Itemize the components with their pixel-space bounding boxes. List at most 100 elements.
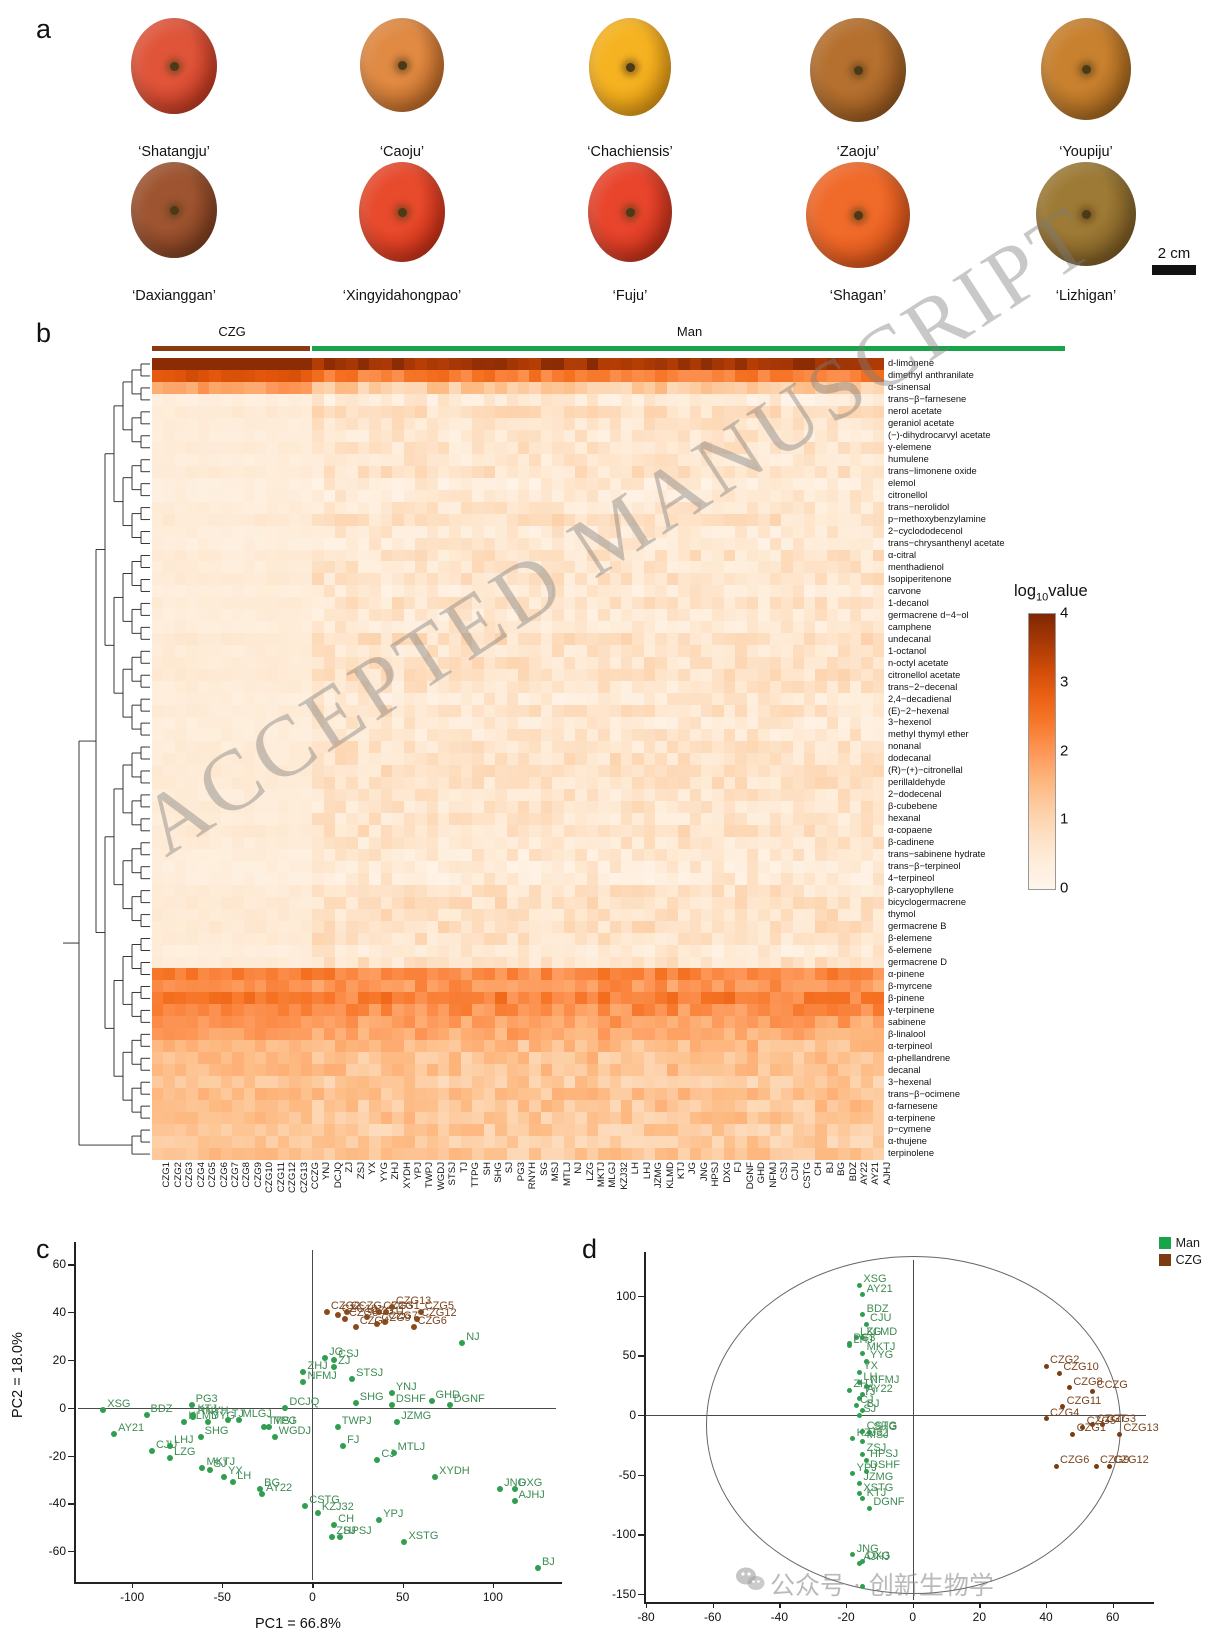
scatter-point[interactable] [846, 1343, 852, 1349]
scatter-point[interactable] [863, 1321, 869, 1327]
scatter-point[interactable] [257, 1486, 264, 1493]
scatter-point[interactable] [846, 1387, 852, 1393]
scatter-point[interactable] [1090, 1388, 1096, 1394]
scatter-point[interactable] [860, 1350, 866, 1356]
scatter-point[interactable] [1043, 1416, 1049, 1422]
scatter-point[interactable] [352, 1400, 359, 1407]
scatter-point[interactable] [860, 1451, 866, 1457]
scatter-point[interactable] [534, 1565, 541, 1572]
scatter-point[interactable] [853, 1403, 859, 1409]
scatter-point[interactable] [1043, 1363, 1049, 1369]
scatter-point[interactable] [181, 1419, 188, 1426]
scatter-point[interactable] [271, 1433, 278, 1440]
scatter-point[interactable] [459, 1340, 466, 1347]
scatter-point[interactable] [302, 1502, 309, 1509]
scatter-point[interactable] [414, 1316, 421, 1323]
scatter-point[interactable] [850, 1471, 856, 1477]
scatter-point[interactable] [856, 1560, 862, 1566]
scatter-point[interactable] [850, 1552, 856, 1558]
scatter-point[interactable] [206, 1467, 213, 1473]
scatter-point[interactable] [1066, 1385, 1072, 1391]
scatter-point[interactable] [340, 1443, 347, 1450]
scatter-point[interactable] [856, 1412, 862, 1418]
scatter-point[interactable] [381, 1318, 388, 1325]
scatter-point[interactable] [417, 1309, 424, 1316]
scatter-point[interactable] [856, 1395, 862, 1401]
scatter-point[interactable] [1056, 1370, 1062, 1376]
scatter-point[interactable] [329, 1533, 336, 1540]
scatter-point[interactable] [1080, 1424, 1086, 1430]
scatter-point[interactable] [860, 1559, 866, 1565]
scatter-point[interactable] [863, 1457, 869, 1463]
scatter-point[interactable] [300, 1368, 307, 1375]
scatter-point[interactable] [111, 1431, 118, 1438]
scatter-point[interactable] [410, 1323, 417, 1330]
scatter-point[interactable] [856, 1480, 862, 1486]
scatter-point[interactable] [1070, 1431, 1076, 1437]
scatter-point[interactable] [343, 1309, 350, 1316]
scatter-point[interactable] [376, 1309, 383, 1316]
scatter-point[interactable] [331, 1357, 338, 1363]
scatter-point[interactable] [860, 1292, 866, 1298]
scatter-point[interactable] [374, 1457, 381, 1464]
scatter-point[interactable] [497, 1486, 504, 1493]
scatter-point[interactable] [221, 1474, 228, 1481]
scatter-point[interactable] [300, 1378, 307, 1385]
scatter-point[interactable] [363, 1313, 370, 1320]
scatter-point[interactable] [1093, 1463, 1099, 1469]
scatter-point[interactable] [334, 1311, 341, 1318]
scatter-point[interactable] [100, 1407, 107, 1414]
scatter-point[interactable] [230, 1478, 237, 1485]
scatter-point[interactable] [860, 1312, 866, 1318]
scatter-point[interactable] [336, 1533, 343, 1540]
scatter-point[interactable] [860, 1429, 866, 1435]
scatter-point[interactable] [388, 1304, 395, 1311]
scatter-point[interactable] [860, 1438, 866, 1444]
scatter-point[interactable] [224, 1416, 231, 1423]
scatter-point[interactable] [401, 1538, 408, 1545]
scatter-point[interactable] [383, 1309, 390, 1316]
scatter-point[interactable] [866, 1505, 872, 1511]
scatter-point[interactable] [1100, 1422, 1106, 1428]
scatter-point[interactable] [860, 1584, 866, 1590]
scatter-point[interactable] [863, 1468, 869, 1474]
scatter-point[interactable] [863, 1358, 869, 1364]
scatter-point[interactable] [856, 1491, 862, 1497]
scatter-point[interactable] [388, 1402, 395, 1409]
scatter-point[interactable] [394, 1419, 401, 1426]
scatter-point[interactable] [199, 1464, 206, 1471]
scatter-point[interactable] [446, 1402, 453, 1409]
scatter-point[interactable] [856, 1380, 862, 1386]
scatter-point[interactable] [331, 1522, 338, 1528]
scatter-point[interactable] [376, 1517, 383, 1524]
scatter-point[interactable] [856, 1369, 862, 1375]
scatter-point[interactable] [235, 1416, 242, 1423]
scatter-point[interactable] [511, 1498, 518, 1505]
scatter-point[interactable] [204, 1419, 211, 1426]
scatter-point[interactable] [390, 1450, 397, 1457]
scatter-point[interactable] [1106, 1463, 1112, 1469]
scatter-point[interactable] [388, 1390, 395, 1397]
scatter-point[interactable] [374, 1321, 381, 1328]
scatter-point[interactable] [148, 1447, 155, 1454]
scatter-point[interactable] [860, 1496, 866, 1502]
scatter-point[interactable] [334, 1423, 341, 1430]
scatter-point[interactable] [323, 1309, 330, 1316]
scatter-point[interactable] [166, 1443, 173, 1450]
scatter-point[interactable] [850, 1436, 856, 1442]
scatter-point[interactable] [352, 1323, 359, 1330]
scatter-point[interactable] [322, 1354, 329, 1361]
scatter-point[interactable] [1090, 1422, 1096, 1428]
scatter-point[interactable] [190, 1414, 197, 1421]
scatter-point[interactable] [860, 1392, 866, 1398]
scatter-point[interactable] [428, 1397, 435, 1404]
scatter-point[interactable] [432, 1474, 439, 1481]
scatter-point[interactable] [349, 1376, 356, 1383]
scatter-point[interactable] [860, 1407, 866, 1413]
scatter-point[interactable] [266, 1423, 273, 1430]
scatter-point[interactable] [511, 1486, 518, 1493]
scatter-point[interactable] [314, 1510, 321, 1517]
scatter-point[interactable] [166, 1455, 173, 1462]
scatter-point[interactable] [866, 1430, 872, 1436]
scatter-point[interactable] [331, 1364, 338, 1371]
